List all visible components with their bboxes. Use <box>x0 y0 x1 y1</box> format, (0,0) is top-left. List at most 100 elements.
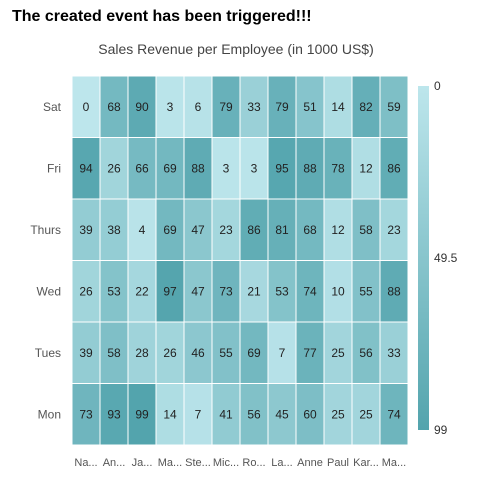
x-axis-label: Ste... <box>185 457 211 469</box>
heatmap-cell <box>267 198 297 261</box>
heatmap-cell <box>351 383 381 446</box>
cell-value-label: 25 <box>331 346 345 360</box>
heatmap-cell <box>99 137 129 200</box>
cell-value-label: 79 <box>275 100 289 114</box>
heatmap-cell <box>323 260 353 323</box>
heatmap-cell <box>211 383 241 446</box>
cell-value-label: 23 <box>219 223 233 237</box>
heatmap-cell <box>379 137 409 200</box>
x-axis-label: Ma... <box>382 457 406 469</box>
x-axis-label: Kar... <box>353 457 379 469</box>
cell-value-label: 86 <box>247 223 261 237</box>
cell-value-label: 7 <box>195 407 202 421</box>
cell-value-label: 25 <box>359 407 373 421</box>
heatmap-cell <box>267 383 297 446</box>
color-legend: 0 49.5 99 <box>418 79 458 437</box>
heatmap-cell <box>127 260 157 323</box>
cell-value-label: 69 <box>163 223 177 237</box>
heatmap-cell <box>267 75 297 138</box>
cell-value-label: 97 <box>163 284 177 298</box>
cell-value-label: 6 <box>195 100 202 114</box>
cell-value-label: 28 <box>135 346 149 360</box>
cell-value-label: 69 <box>247 346 261 360</box>
cell-value-label: 88 <box>387 284 401 298</box>
cell-value-label: 58 <box>359 223 373 237</box>
cell-value-label: 79 <box>219 100 233 114</box>
x-axis-label: Anne <box>297 457 323 469</box>
x-axis-label: Paul <box>327 457 349 469</box>
heatmap-cell <box>99 383 129 446</box>
heatmap-cell <box>239 198 269 261</box>
x-axis-label: Ma... <box>158 457 182 469</box>
heatmap-cell <box>155 198 185 261</box>
cell-value-label: 3 <box>167 100 174 114</box>
y-axis-label: Mon <box>38 407 61 421</box>
heatmap-cell <box>127 321 157 384</box>
cell-value-label: 7 <box>279 346 286 360</box>
cell-value-label: 53 <box>107 284 121 298</box>
cell-value-label: 39 <box>79 223 93 237</box>
cell-value-label: 51 <box>303 100 317 114</box>
heatmap-cell <box>267 260 297 323</box>
cell-value-label: 74 <box>303 284 317 298</box>
cell-value-label: 56 <box>359 346 373 360</box>
heatmap-cell <box>379 321 409 384</box>
cell-value-label: 47 <box>191 223 205 237</box>
cell-value-label: 12 <box>359 161 373 175</box>
x-axis-label: La... <box>271 457 292 469</box>
cell-value-label: 73 <box>79 407 93 421</box>
cell-value-label: 90 <box>135 100 149 114</box>
y-axis-label: Thurs <box>30 223 61 237</box>
cell-value-label: 21 <box>247 284 261 298</box>
cell-value-label: 73 <box>219 284 233 298</box>
cell-value-label: 93 <box>107 407 121 421</box>
cell-value-label: 26 <box>79 284 93 298</box>
x-axis-label: Mic... <box>213 457 239 469</box>
x-axis-label: Ja... <box>132 457 153 469</box>
y-axis-label: Sat <box>43 100 62 114</box>
cell-value-label: 33 <box>247 100 261 114</box>
heatmap-cell <box>295 383 325 446</box>
cell-value-label: 41 <box>219 407 233 421</box>
heatmap-cell <box>295 75 325 138</box>
heatmap-cell <box>323 198 353 261</box>
heatmap-cell <box>295 198 325 261</box>
cell-value-label: 3 <box>223 161 230 175</box>
cell-value-label: 82 <box>359 100 373 114</box>
heatmap-cell <box>239 75 269 138</box>
heatmap-cell <box>351 321 381 384</box>
cell-value-label: 68 <box>107 100 121 114</box>
heatmap-cell <box>99 260 129 323</box>
cell-value-label: 45 <box>275 407 289 421</box>
y-axis-label: Wed <box>37 284 61 298</box>
heatmap-cell <box>351 75 381 138</box>
x-axis-label: Na... <box>74 457 97 469</box>
cell-value-label: 78 <box>331 161 345 175</box>
cell-value-label: 39 <box>79 346 93 360</box>
heatmap-cell <box>127 383 157 446</box>
cell-value-label: 59 <box>387 100 401 114</box>
cell-value-label: 53 <box>275 284 289 298</box>
cell-value-label: 3 <box>251 161 258 175</box>
heatmap-cell <box>239 321 269 384</box>
legend-label: 99 <box>434 423 448 437</box>
x-axis-label: An... <box>103 457 126 469</box>
heatmap-cell <box>127 137 157 200</box>
heatmap-cell <box>211 260 241 323</box>
event-message: The created event has been triggered!!! <box>12 8 312 25</box>
cell-value-label: 14 <box>331 100 345 114</box>
heatmap-cell <box>71 198 101 261</box>
heatmap-cell <box>183 198 213 261</box>
cell-value-label: 25 <box>331 407 345 421</box>
y-axis-label: Tues <box>35 346 61 360</box>
cell-value-label: 68 <box>303 223 317 237</box>
cell-value-label: 12 <box>331 223 345 237</box>
cell-value-label: 14 <box>163 407 177 421</box>
cell-value-label: 88 <box>191 161 205 175</box>
heatmap-cell <box>379 260 409 323</box>
cell-value-label: 10 <box>331 284 345 298</box>
x-axis-labels: Na... An... Ja... Ma... Ste... Mic... Ro... La.… <box>74 457 406 469</box>
y-axis-labels: Sat Fri Thurs Wed Tues Mon <box>30 100 61 422</box>
chart-title: Sales Revenue per Employee (in 1000 US$) <box>98 41 374 57</box>
cell-value-label: 55 <box>219 346 233 360</box>
